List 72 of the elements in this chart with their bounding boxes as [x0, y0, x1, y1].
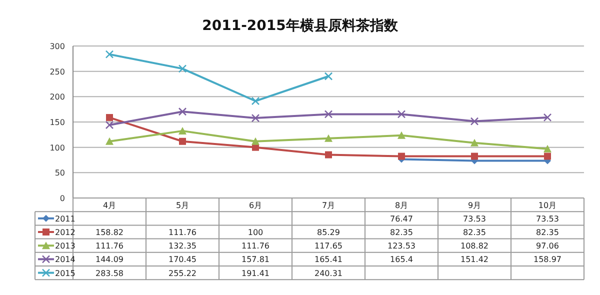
- point: [470, 138, 478, 146]
- legend-label: 2015: [55, 268, 76, 278]
- point: [325, 151, 332, 158]
- point: [252, 137, 260, 145]
- y-tick-label: 200: [50, 92, 65, 102]
- legend-label: 2012: [55, 228, 76, 237]
- data-label: 283.58: [96, 268, 124, 278]
- point: [179, 138, 186, 145]
- legend-label: 2011: [55, 214, 76, 224]
- y-tick-label: 0: [60, 194, 65, 203]
- data-label: 158.97: [534, 255, 562, 264]
- point: [178, 64, 187, 73]
- x-tick-label: 5月: [176, 200, 190, 210]
- y-tick-label: 300: [50, 42, 65, 51]
- data-label: 165.41: [314, 255, 342, 264]
- point: [106, 114, 113, 122]
- x-tick-label: 10月: [538, 200, 557, 210]
- data-label: 85.29: [317, 228, 340, 237]
- x-tick-label: 8月: [394, 200, 408, 210]
- point: [544, 144, 552, 152]
- data-label: 82.35: [536, 228, 559, 237]
- point: [470, 117, 479, 126]
- data-label: 123.53: [388, 242, 416, 251]
- point: [543, 113, 552, 122]
- x-tick-label: 7月: [322, 200, 336, 210]
- legend-label: 2013: [55, 242, 76, 251]
- point: [178, 107, 187, 116]
- x-tick-label: 9月: [468, 200, 482, 210]
- point: [105, 120, 114, 130]
- data-label: 170.45: [168, 255, 196, 264]
- data-label: 111.76: [96, 242, 124, 251]
- data-label: 255.22: [168, 268, 196, 278]
- data-label: 191.41: [242, 268, 270, 278]
- point: [398, 152, 405, 160]
- data-label: 151.42: [460, 255, 488, 264]
- data-label: 117.65: [314, 242, 342, 251]
- y-tick-label: 150: [50, 118, 65, 127]
- y-tick-label: 250: [50, 67, 65, 76]
- point: [324, 110, 333, 118]
- point: [324, 134, 332, 142]
- point: [106, 137, 114, 145]
- data-label: 76.47: [390, 214, 413, 224]
- point: [251, 96, 260, 106]
- x-tick-label: 6月: [248, 200, 262, 210]
- y-tick-label: 100: [50, 143, 65, 152]
- y-tick-label: 50: [54, 168, 65, 178]
- point: [471, 152, 478, 160]
- point: [398, 131, 406, 139]
- data-label: 108.82: [460, 242, 488, 251]
- data-label: 73.53: [463, 214, 486, 224]
- data-label: 158.82: [96, 228, 124, 237]
- data-label: 240.31: [314, 268, 342, 278]
- data-label: 111.76: [168, 228, 196, 237]
- data-label: 73.53: [536, 214, 559, 224]
- data-label: 111.76: [242, 242, 270, 251]
- data-label: 82.35: [463, 228, 486, 237]
- data-label: 157.81: [242, 255, 270, 264]
- legend-label: 2014: [55, 255, 76, 264]
- data-label: 100: [248, 228, 264, 237]
- data-label: 132.35: [168, 242, 196, 251]
- point: [105, 50, 114, 58]
- data-label: 144.09: [96, 255, 124, 264]
- data-label: 82.35: [390, 228, 413, 237]
- point: [544, 152, 551, 160]
- x-tick-label: 4月: [102, 200, 116, 210]
- data-label: 165.4: [390, 255, 413, 264]
- point: [324, 72, 333, 80]
- point: [397, 110, 406, 118]
- chart-title: 2011-2015年横县原料茶指数: [202, 18, 399, 34]
- data-label: 97.06: [536, 242, 559, 251]
- point: [251, 114, 260, 122]
- point: [178, 126, 186, 134]
